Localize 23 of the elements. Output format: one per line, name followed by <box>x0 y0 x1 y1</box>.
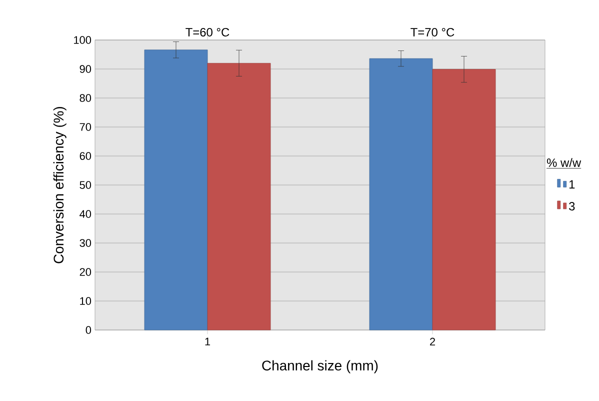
y-tick-label: 40 <box>80 210 92 218</box>
y-tick-label: 50 <box>80 181 92 189</box>
y-tick-label: 100 <box>74 36 92 44</box>
y-tick-label: 80 <box>80 94 92 102</box>
y-tick-label: 90 <box>80 65 92 73</box>
bar <box>432 69 496 330</box>
x-axis-title: Channel size (mm) <box>262 360 378 374</box>
text: T=70 °C <box>410 28 454 36</box>
bar <box>207 62 271 330</box>
bar <box>369 58 433 330</box>
y-tick-label: 60 <box>80 152 92 160</box>
y-tick-label: 30 <box>80 239 92 247</box>
y-tick-label: 70 <box>80 123 92 131</box>
y-tick-label: 20 <box>80 268 92 276</box>
bar <box>144 50 208 330</box>
y-tick-label: 10 <box>80 297 92 305</box>
x-tick-label: 2 <box>430 338 436 346</box>
text: T=60 °C <box>186 28 230 36</box>
y-tick-label: 0 <box>86 326 92 334</box>
legend-title: % w/w <box>546 158 582 167</box>
legend-label: 1 <box>569 180 575 189</box>
legend-label: 3 <box>569 202 575 210</box>
y-axis-title: Conversion efficiency (%) <box>53 106 66 264</box>
